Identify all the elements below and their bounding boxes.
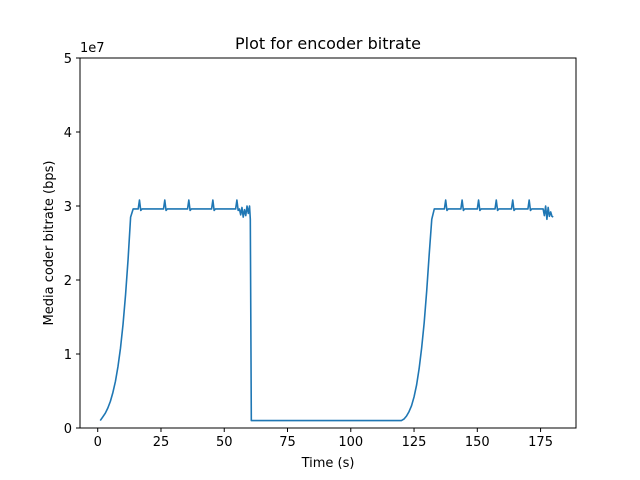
bitrate-series-line — [99, 199, 554, 422]
y-tick-label: 4 — [64, 126, 72, 141]
plot-area — [80, 58, 576, 428]
plot-frame — [79, 57, 577, 429]
y-tick-label: 0 — [64, 422, 72, 437]
y-axis-label: Media coder bitrate (bps) — [42, 161, 57, 326]
x-tick-label: 125 — [402, 435, 427, 450]
y-axis: 0 1 2 3 4 5 — [64, 52, 80, 437]
chart-title: Plot for encoder bitrate — [235, 34, 421, 53]
x-tick-label: 150 — [465, 435, 490, 450]
x-axis-label: Time (s) — [301, 456, 355, 471]
x-tick-label: 100 — [338, 435, 363, 450]
x-tick-label: 25 — [153, 435, 170, 450]
x-tick-label: 50 — [216, 435, 233, 450]
series-layer — [99, 199, 554, 422]
y-tick-label: 1 — [64, 348, 72, 363]
x-tick-label: 175 — [528, 435, 553, 450]
y-tick-label: 5 — [64, 52, 72, 67]
y-tick-label: 2 — [64, 274, 72, 289]
x-tick-label: 75 — [279, 435, 296, 450]
x-tick-label: 0 — [94, 435, 102, 450]
y-axis-multiplier: 1e7 — [80, 41, 105, 56]
y-tick-label: 3 — [64, 200, 72, 215]
x-axis: 0 25 50 75 100 125 150 175 — [94, 428, 553, 450]
